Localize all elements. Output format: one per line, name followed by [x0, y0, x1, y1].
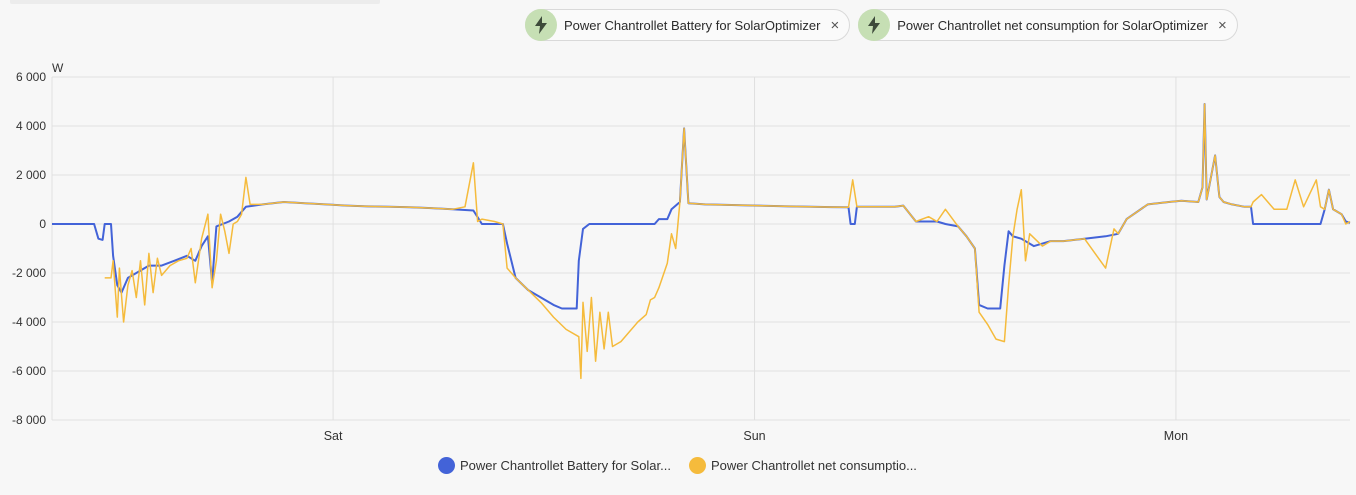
series-battery-line[interactable] — [52, 103, 1351, 310]
series-net-consumption-line[interactable] — [104, 103, 1351, 380]
x-axis-ticks: Sat Sun Mon — [324, 429, 1188, 443]
entity-chips: Power Chantrollet Battery for SolarOptim… — [525, 9, 1238, 41]
chart-grid — [51, 76, 1350, 421]
legend-color-dot — [688, 457, 706, 474]
close-icon[interactable]: × — [1217, 16, 1227, 34]
x-tick-label: Sun — [743, 429, 765, 443]
top-toolbar-edge — [10, 0, 380, 4]
lightning-bolt-icon — [525, 9, 557, 41]
y-tick-label: -4 000 — [12, 315, 46, 329]
entity-chip-battery[interactable]: Power Chantrollet Battery for SolarOptim… — [525, 9, 851, 41]
close-icon[interactable]: × — [830, 16, 840, 34]
chart-legend: Power Chantrollet Battery for Solar... P… — [438, 457, 917, 474]
y-axis-unit-label: W — [52, 61, 64, 75]
lightning-bolt-icon — [858, 9, 891, 41]
y-tick-label: 0 — [39, 217, 46, 231]
entity-chip-net-consumption[interactable]: Power Chantrollet net consumption for So… — [858, 9, 1238, 41]
legend-label: Power Chantrollet Battery for Solar... — [460, 458, 671, 473]
chip-label: Power Chantrollet Battery for SolarOptim… — [564, 17, 821, 33]
x-tick-label: Sat — [324, 429, 343, 443]
chart-series — [52, 103, 1351, 380]
legend-item-net-consumption[interactable]: Power Chantrollet net consumptio... — [688, 457, 917, 474]
y-tick-label: -2 000 — [12, 266, 46, 280]
y-tick-label: 6 000 — [16, 70, 46, 84]
y-axis-ticks: 6 000 4 000 2 000 0 -2 000 -4 000 -6 000 -8 000 — [12, 70, 46, 427]
y-tick-label: -6 000 — [12, 364, 46, 378]
chip-label: Power Chantrollet net consumption for So… — [897, 17, 1208, 33]
y-tick-label: 4 000 — [16, 119, 46, 133]
y-tick-label: 2 000 — [16, 168, 46, 182]
power-line-chart[interactable]: 6 000 4 000 2 000 0 -2 000 -4 000 -6 000 -8 000… — [0, 0, 1356, 455]
x-tick-label: Mon — [1164, 429, 1188, 443]
legend-color-dot — [438, 457, 455, 474]
y-tick-label: -8 000 — [12, 413, 46, 427]
legend-label: Power Chantrollet net consumptio... — [710, 458, 917, 473]
legend-item-battery[interactable]: Power Chantrollet Battery for Solar... — [438, 457, 671, 474]
